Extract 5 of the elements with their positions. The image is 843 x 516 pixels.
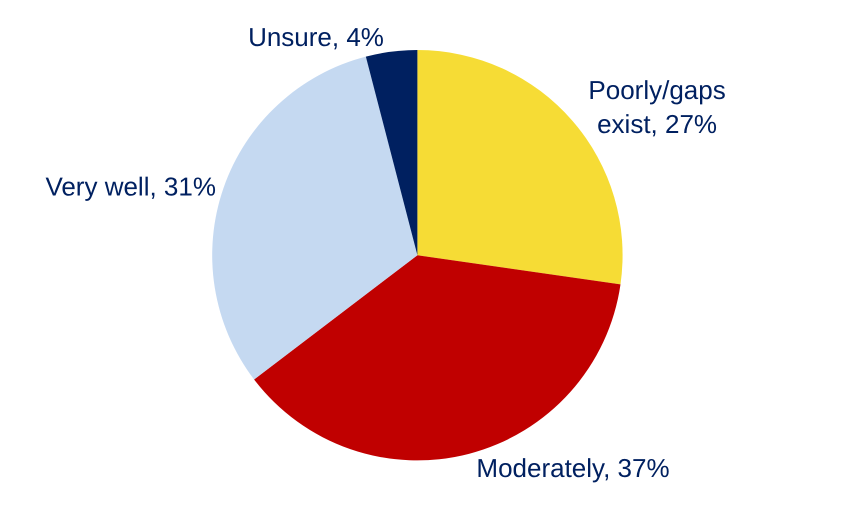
pie-slice (366, 50, 418, 256)
slice-label: Moderately, 37% (476, 452, 670, 483)
slice-label: Very well, 31% (45, 171, 216, 202)
slice-label: Poorly/gaps exist, 27% (588, 75, 726, 140)
slice-label: Unsure, 4% (248, 22, 384, 52)
